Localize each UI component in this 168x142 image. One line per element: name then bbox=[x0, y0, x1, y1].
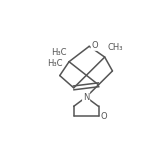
Text: H₃C: H₃C bbox=[51, 48, 67, 57]
Text: O: O bbox=[92, 41, 98, 50]
Text: N: N bbox=[83, 93, 89, 102]
Text: O: O bbox=[101, 112, 108, 121]
Text: N: N bbox=[83, 93, 89, 102]
Text: CH₃: CH₃ bbox=[107, 43, 122, 52]
Text: O: O bbox=[92, 41, 98, 50]
Text: O: O bbox=[101, 112, 108, 121]
Text: H₃C: H₃C bbox=[47, 59, 63, 68]
